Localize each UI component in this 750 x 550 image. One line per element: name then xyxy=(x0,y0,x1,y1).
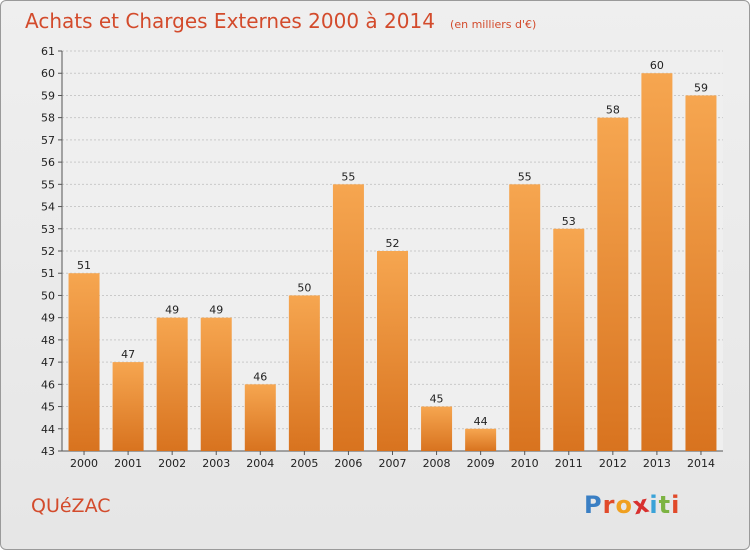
commune-name: QUéZAC xyxy=(31,495,111,517)
bar-2014 xyxy=(685,95,717,451)
y-tick-label: 47 xyxy=(41,356,55,369)
data-label-2002: 49 xyxy=(165,304,179,317)
y-tick-label: 58 xyxy=(41,112,55,125)
y-tick-label: 57 xyxy=(41,134,55,147)
chart-unit-text: (en milliers d'€) xyxy=(450,18,537,31)
data-label-2005: 50 xyxy=(297,281,311,294)
data-label-2004: 46 xyxy=(253,370,267,383)
y-tick-label: 59 xyxy=(41,89,55,102)
data-label-2000: 51 xyxy=(77,259,91,272)
y-tick-label: 46 xyxy=(41,378,55,391)
logo-letter: P xyxy=(584,491,603,519)
x-tick-label: 2002 xyxy=(158,457,186,470)
x-tick-label: 2001 xyxy=(114,457,142,470)
data-label-2013: 60 xyxy=(650,59,664,72)
data-label-2010: 55 xyxy=(518,170,532,183)
x-tick-label: 2012 xyxy=(599,457,627,470)
y-tick-label: 50 xyxy=(41,289,55,302)
bar-2003 xyxy=(200,317,232,451)
x-tick-label: 2004 xyxy=(246,457,274,470)
y-tick-label: 45 xyxy=(41,401,55,414)
y-tick-label: 43 xyxy=(41,445,55,458)
y-tick-label: 60 xyxy=(41,67,55,80)
data-label-2003: 49 xyxy=(209,304,223,317)
y-tick-label: 52 xyxy=(41,245,55,258)
data-label-2006: 55 xyxy=(341,170,355,183)
bar-2006 xyxy=(332,184,364,452)
data-label-2008: 45 xyxy=(430,393,444,406)
y-tick-label: 48 xyxy=(41,334,55,347)
x-tick-label: 2003 xyxy=(202,457,230,470)
bar-2004 xyxy=(244,384,276,451)
data-label-2012: 58 xyxy=(606,104,620,117)
x-tick-label: 2005 xyxy=(290,457,318,470)
x-tick-label: 2006 xyxy=(334,457,362,470)
y-tick-label: 51 xyxy=(41,267,55,280)
y-tick-label: 61 xyxy=(41,45,55,58)
data-label-2009: 44 xyxy=(474,415,488,428)
x-tick-label: 2000 xyxy=(70,457,98,470)
logo-letter: r xyxy=(602,491,616,519)
chart-title-text: Achats et Charges Externes 2000 à 2014 xyxy=(25,9,435,33)
logo-letter: i xyxy=(671,491,681,519)
bar-2012 xyxy=(597,117,629,452)
proxiti-logo: Proxiti xyxy=(584,490,681,521)
data-label-2001: 47 xyxy=(121,348,135,361)
x-tick-label: 2011 xyxy=(555,457,583,470)
x-tick-label: 2008 xyxy=(423,457,451,470)
bar-2013 xyxy=(641,73,673,451)
x-tick-label: 2010 xyxy=(511,457,539,470)
y-tick-label: 56 xyxy=(41,156,55,169)
logo-letter: o xyxy=(615,491,633,519)
bar-2009 xyxy=(465,428,497,451)
bar-2011 xyxy=(553,228,585,451)
x-tick-label: 2014 xyxy=(687,457,715,470)
y-tick-label: 55 xyxy=(41,178,55,191)
bar-2005 xyxy=(288,295,320,451)
y-tick-label: 53 xyxy=(41,223,55,236)
y-tick-label: 49 xyxy=(41,312,55,325)
x-tick-label: 2013 xyxy=(643,457,671,470)
y-tick-label: 54 xyxy=(41,201,55,214)
y-tick-label: 44 xyxy=(41,423,55,436)
bar-2007 xyxy=(377,251,408,451)
x-tick-label: 2007 xyxy=(379,457,407,470)
bar-2010 xyxy=(509,184,541,452)
bar-2002 xyxy=(156,317,188,451)
bar-2000 xyxy=(68,273,100,451)
data-label-2014: 59 xyxy=(694,81,708,94)
chart-title: Achats et Charges Externes 2000 à 2014 (… xyxy=(25,9,536,33)
bar-2001 xyxy=(112,362,144,451)
x-tick-label: 2009 xyxy=(467,457,495,470)
bar-2008 xyxy=(421,406,453,451)
logo-letter: t xyxy=(658,491,672,519)
data-label-2011: 53 xyxy=(562,215,576,228)
logo-letter: i xyxy=(649,491,659,519)
data-label-2007: 52 xyxy=(386,237,400,250)
